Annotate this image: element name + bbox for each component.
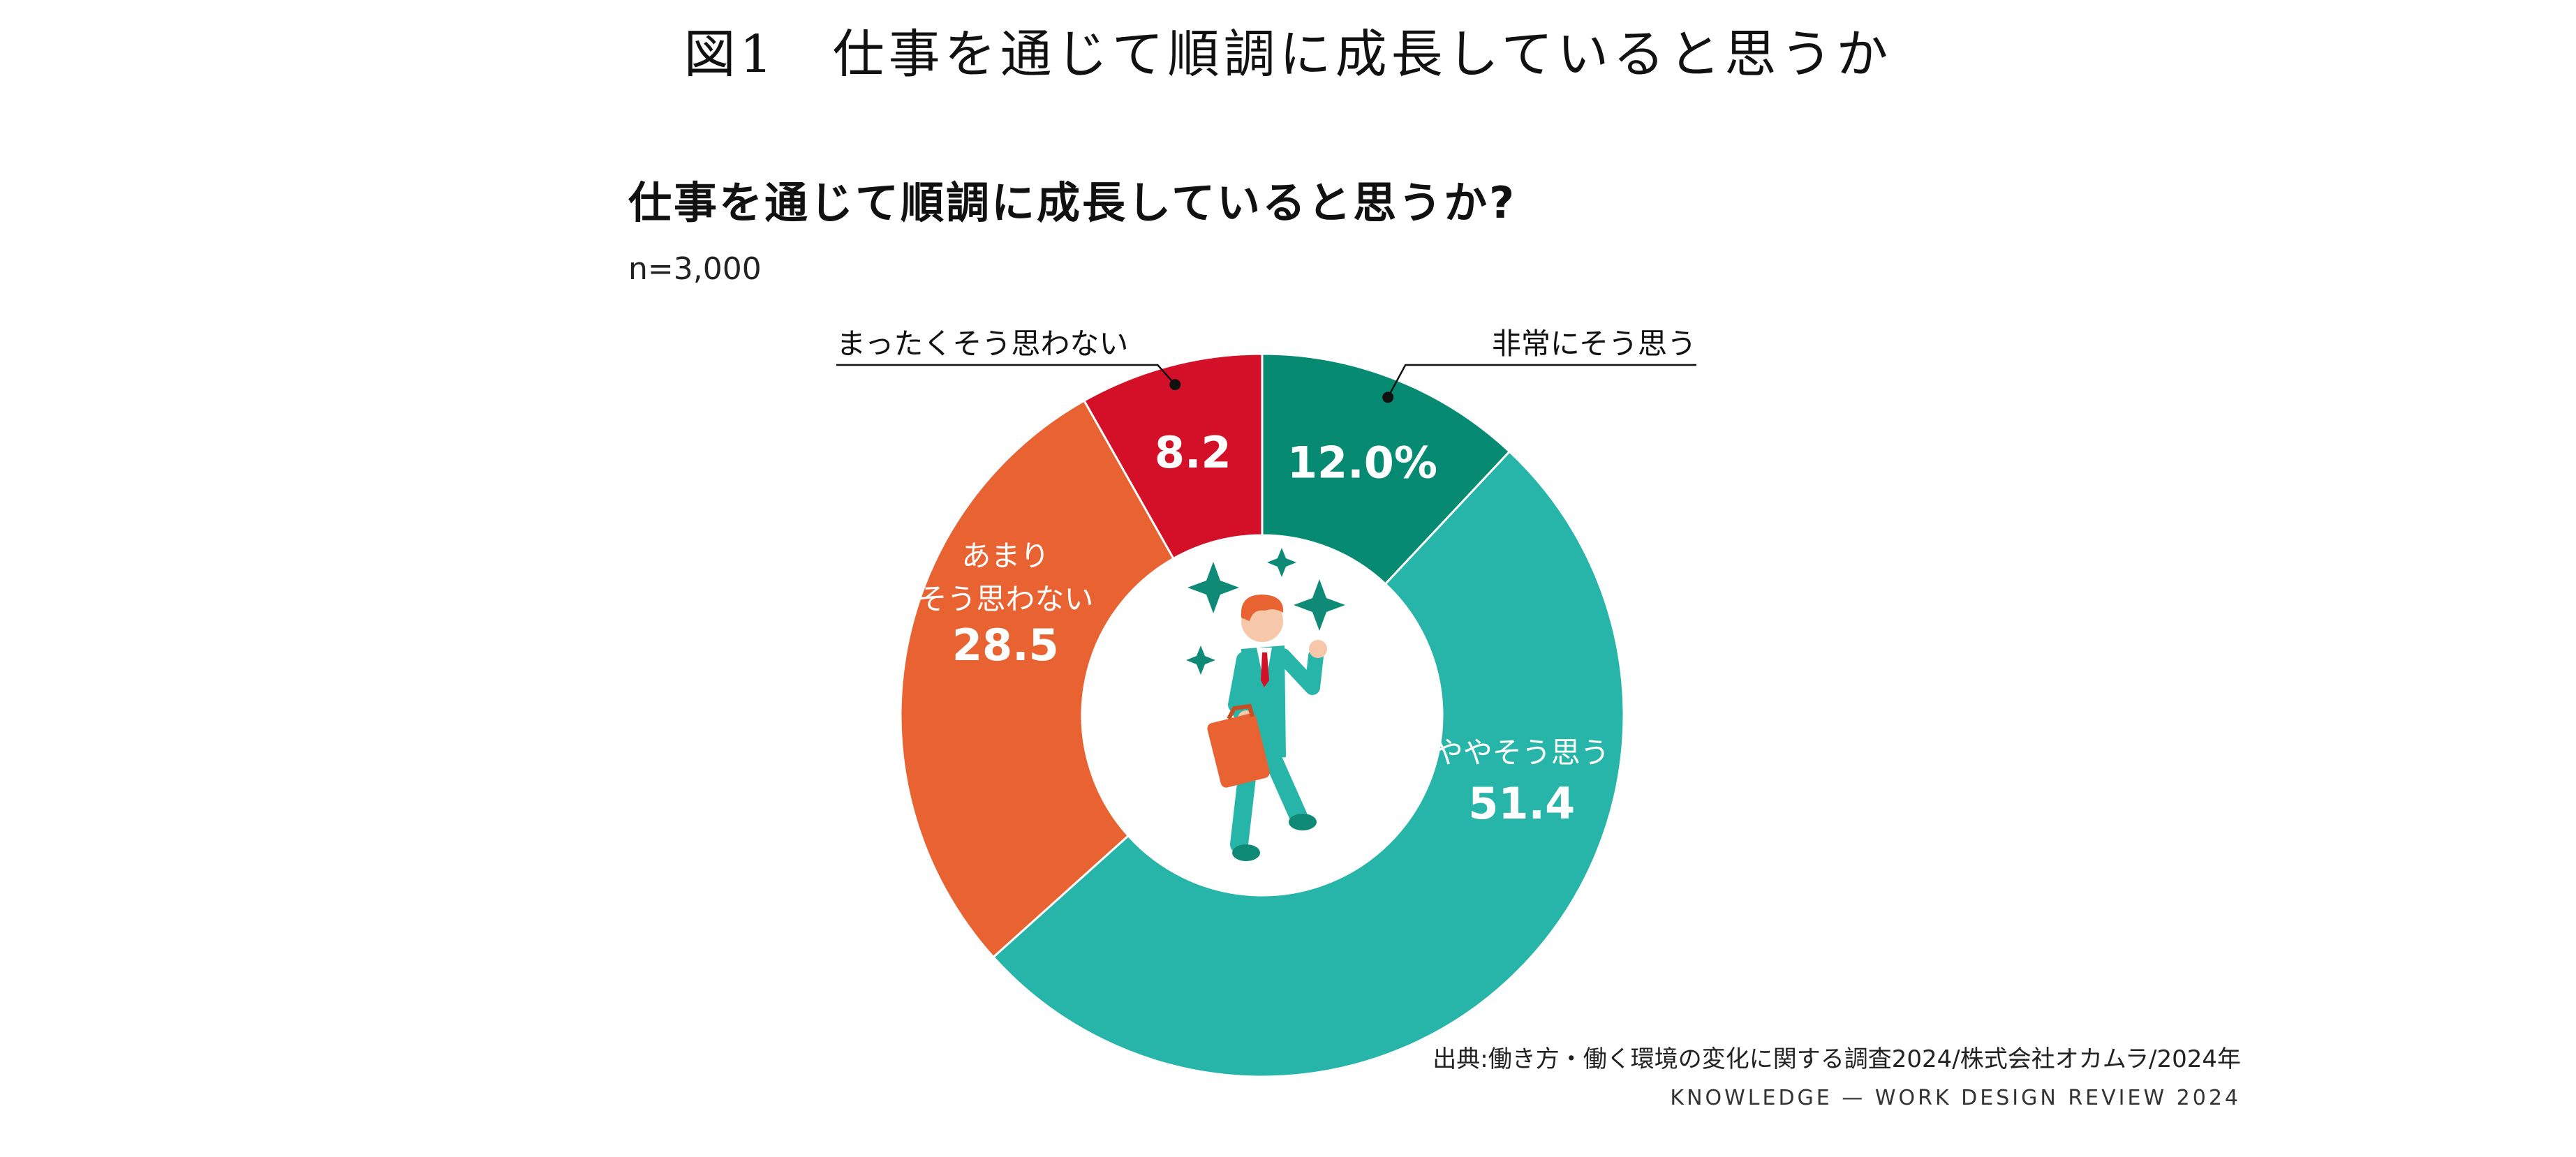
pie-slice [1082, 352, 1264, 560]
data-label: 51.4 [1468, 778, 1575, 829]
source-note: 出典:働き方・働く環境の変化に関する調査2024/株式会社オカムラ/2024年 [1433, 1045, 2241, 1073]
slice-label: あまり [961, 539, 1049, 573]
pie-slice [991, 450, 1625, 1078]
callout-line [836, 364, 1176, 385]
callout-label: 非常にそう思う [1492, 327, 1696, 361]
callout-label: まったくそう思わない [836, 327, 1128, 361]
slice-label: そう思わない [917, 582, 1093, 616]
pie-slice [1261, 352, 1511, 585]
chart-title: 仕事を通じて順調に成長していると思うか? [628, 177, 1517, 228]
callout-line [1387, 364, 1696, 398]
footer-credit: KNOWLEDGE — WORK DESIGN REVIEW 2024 [1670, 1086, 2241, 1110]
sparkle-icon [1187, 562, 1239, 613]
sparkle-icon [1267, 548, 1296, 577]
data-label: 12.0% [1287, 437, 1437, 488]
sparkle-icon [1186, 645, 1215, 675]
sparkle-icon [1294, 579, 1345, 631]
figure-title: 図1 仕事を通じて順調に成長していると思うか [683, 24, 1893, 84]
slice-label: ややそう思う [1434, 736, 1610, 770]
businessman-illustration [1186, 548, 1345, 861]
sample-size: n=3,000 [628, 251, 762, 287]
data-label: 8.2 [1155, 427, 1231, 478]
data-label: 28.5 [952, 620, 1059, 671]
pie-slice [899, 399, 1176, 959]
